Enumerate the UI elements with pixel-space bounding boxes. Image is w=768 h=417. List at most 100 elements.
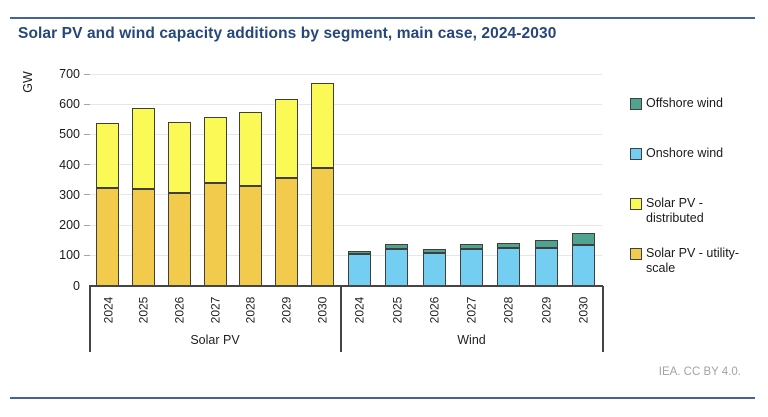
year-label: 2029 bbox=[269, 288, 305, 332]
bar-slot bbox=[233, 74, 269, 286]
source-credit: IEA. CC BY 4.0. bbox=[658, 366, 741, 378]
bar-slot bbox=[416, 74, 453, 286]
y-tick-label: 700 bbox=[59, 67, 80, 81]
year-label-text: 2025 bbox=[389, 296, 404, 324]
legend-swatch bbox=[630, 198, 642, 210]
year-label: 2028 bbox=[490, 288, 527, 332]
bar-segment-solar-pv-distributed bbox=[239, 112, 263, 186]
bar-segment-solar-pv-utility-scale bbox=[310, 167, 334, 286]
bar-segment-onshore-wind bbox=[422, 253, 446, 286]
bar-segment-solar-pv-distributed bbox=[203, 116, 227, 184]
year-label-text: 2029 bbox=[539, 296, 554, 324]
year-label-text: 2026 bbox=[427, 296, 442, 324]
gridline-100 bbox=[90, 254, 602, 256]
bar-slot bbox=[453, 74, 490, 286]
bar-segment-solar-pv-distributed bbox=[274, 99, 298, 178]
year-label: 2030 bbox=[565, 288, 602, 332]
bar-segment-solar-pv-distributed bbox=[132, 108, 156, 189]
stacked-bar-wind-2028 bbox=[497, 242, 521, 286]
gridline-500 bbox=[90, 133, 602, 135]
legend-label: Offshore wind bbox=[646, 96, 723, 110]
bar-group-solar-pv bbox=[90, 74, 340, 286]
bar-slot bbox=[90, 74, 126, 286]
stacked-bar-wind-2029 bbox=[534, 239, 558, 286]
bar-segment-solar-pv-utility-scale bbox=[96, 187, 120, 286]
stacked-bar-solar-pv-2026 bbox=[167, 122, 191, 286]
legend-label: Onshore wind bbox=[646, 146, 724, 160]
year-label: 2030 bbox=[304, 288, 340, 332]
stacked-bar-solar-pv-2028 bbox=[239, 112, 263, 286]
bar-slot bbox=[197, 74, 233, 286]
bar-segment-solar-pv-utility-scale bbox=[239, 185, 263, 286]
bar-segment-solar-pv-utility-scale bbox=[203, 183, 227, 286]
category-axis-separator bbox=[89, 285, 91, 352]
bar-segment-offshore-wind bbox=[571, 233, 595, 245]
stacked-bar-wind-2025 bbox=[385, 244, 409, 286]
bar-segment-offshore-wind bbox=[385, 244, 409, 249]
bar-segment-offshore-wind bbox=[534, 239, 558, 248]
year-label-text: 2025 bbox=[136, 296, 151, 324]
year-label-text: 2027 bbox=[464, 296, 479, 324]
bar-segment-offshore-wind bbox=[422, 249, 446, 254]
bar-segment-solar-pv-utility-scale bbox=[274, 177, 298, 286]
bar-segment-onshore-wind bbox=[348, 253, 372, 286]
stacked-bar-solar-pv-2030 bbox=[310, 82, 334, 286]
year-label-text: 2024 bbox=[352, 296, 367, 324]
bar-segment-onshore-wind bbox=[459, 248, 483, 286]
year-label-row: 2024 2025 2026 2027 2028 2029 2030 bbox=[341, 288, 602, 332]
bar-segment-offshore-wind bbox=[348, 250, 372, 254]
bar-segment-onshore-wind bbox=[385, 248, 409, 286]
y-axis-unit-label: GW bbox=[21, 71, 35, 93]
y-tick-mark bbox=[84, 194, 90, 196]
bar-segment-solar-pv-distributed bbox=[167, 122, 191, 193]
year-label-text: 2027 bbox=[208, 296, 223, 324]
bar-segment-offshore-wind bbox=[497, 242, 521, 249]
gridline-700 bbox=[90, 73, 602, 75]
group-label-wind: Wind bbox=[457, 333, 486, 347]
year-label: 2027 bbox=[453, 288, 490, 332]
gridline-200 bbox=[90, 224, 602, 226]
year-label: 2026 bbox=[416, 288, 453, 332]
year-label: 2025 bbox=[126, 288, 162, 332]
gridline-400 bbox=[90, 164, 602, 166]
y-tick-mark bbox=[84, 254, 90, 256]
chart-title: Solar PV and wind capacity additions by … bbox=[18, 25, 557, 42]
bar-slot bbox=[565, 74, 602, 286]
legend-swatch bbox=[630, 248, 642, 260]
year-label-text: 2028 bbox=[501, 296, 516, 324]
legend-label: Solar PV - distributed bbox=[646, 196, 704, 225]
year-label-text: 2030 bbox=[576, 296, 591, 324]
legend-item-solar-pv-utility-scale: Solar PV - utility-scale bbox=[630, 246, 746, 276]
bar-slot bbox=[490, 74, 527, 286]
year-label: 2029 bbox=[527, 288, 564, 332]
year-label: 2025 bbox=[378, 288, 415, 332]
bar-slot bbox=[304, 74, 340, 286]
year-label-text: 2029 bbox=[279, 296, 294, 324]
year-label: 2024 bbox=[90, 288, 126, 332]
year-label-text: 2030 bbox=[315, 296, 330, 324]
legend-item-onshore-wind: Onshore wind bbox=[630, 146, 746, 161]
chart-legend: Offshore wind Onshore wind Solar PV - dist… bbox=[630, 88, 748, 298]
bar-slot bbox=[126, 74, 162, 286]
year-label-row: 2024 2025 2026 2027 2028 2029 2030 bbox=[90, 288, 340, 332]
y-tick-mark bbox=[84, 133, 90, 135]
y-tick-label: 0 bbox=[73, 278, 80, 293]
group-label-solar-pv: Solar PV bbox=[190, 333, 240, 347]
category-axis-separator bbox=[602, 285, 604, 352]
year-label: 2028 bbox=[233, 288, 269, 332]
bar-slot bbox=[161, 74, 197, 286]
stacked-bar-solar-pv-2027 bbox=[203, 116, 227, 286]
bar-group-wind bbox=[341, 74, 602, 286]
year-label-text: 2024 bbox=[100, 296, 115, 324]
gridline-300 bbox=[90, 194, 602, 196]
bar-slot bbox=[527, 74, 564, 286]
legend-item-solar-pv-distributed: Solar PV - distributed bbox=[630, 196, 746, 226]
bar-segment-solar-pv-distributed bbox=[96, 122, 120, 188]
y-tick-mark bbox=[84, 224, 90, 226]
y-tick-label: 400 bbox=[59, 157, 80, 172]
bar-segment-onshore-wind bbox=[534, 247, 558, 286]
stacked-bar-wind-2026 bbox=[422, 249, 446, 286]
year-label: 2024 bbox=[341, 288, 378, 332]
bar-segment-solar-pv-distributed bbox=[310, 82, 334, 168]
y-tick-mark bbox=[84, 164, 90, 166]
